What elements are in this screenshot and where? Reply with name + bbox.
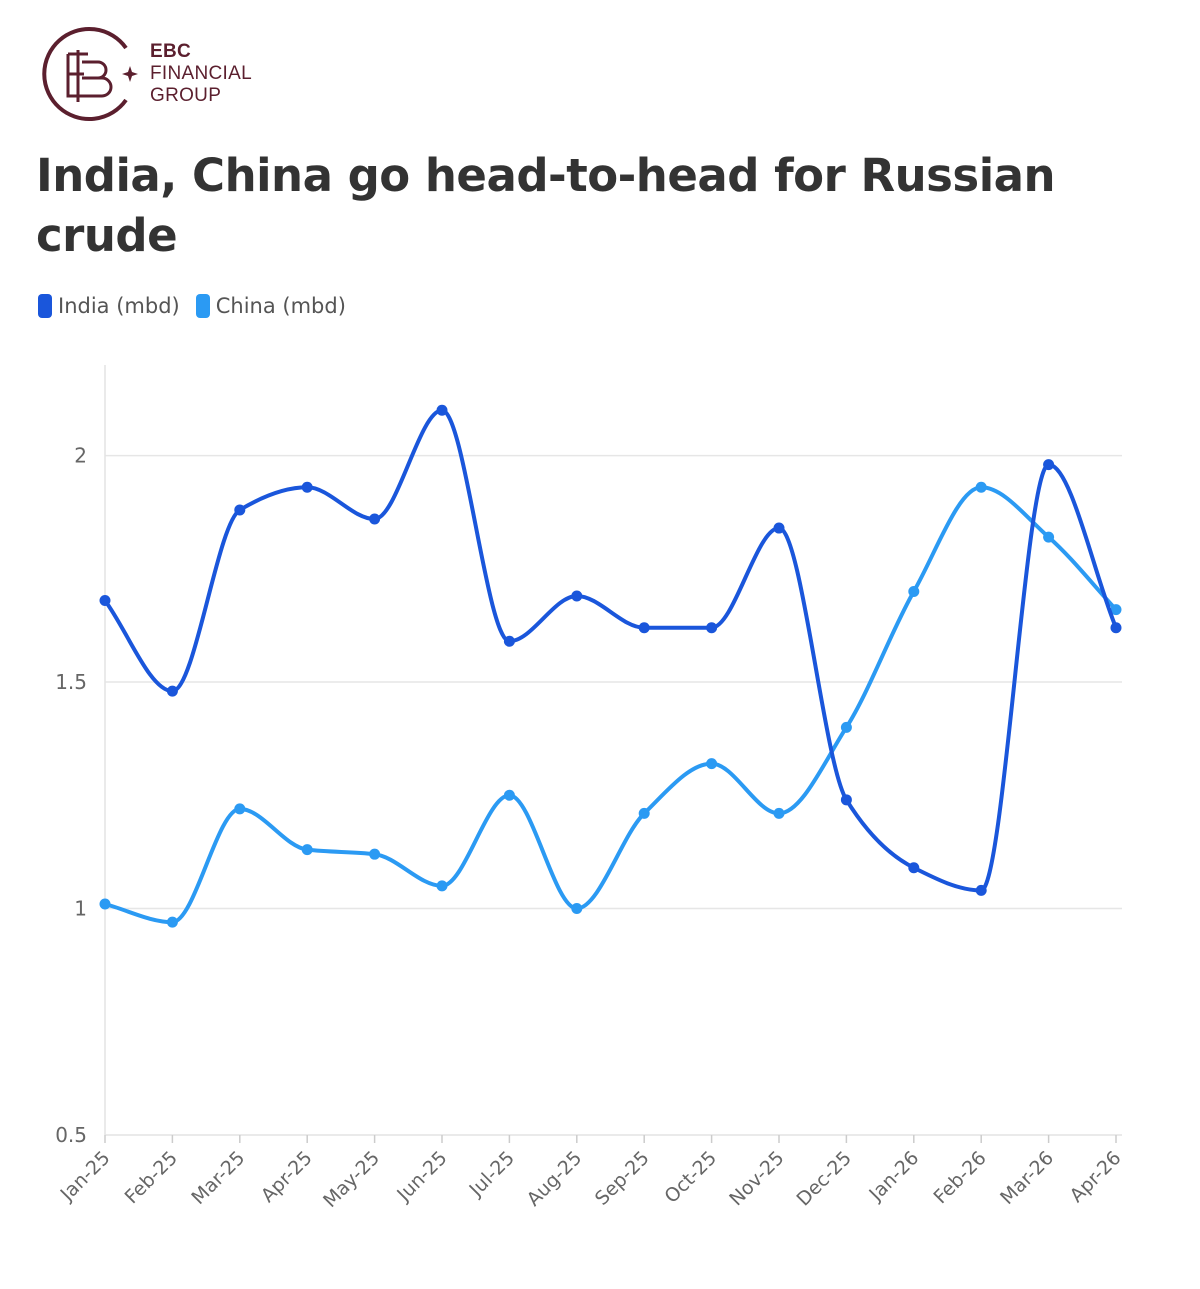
x-tick-label: Dec-25 [792,1147,856,1211]
x-tick-label: Jun-25 [392,1147,451,1206]
data-point-india [369,513,381,525]
data-point-china [436,880,448,892]
data-point-china [503,789,515,801]
legend-item-china: China (mbd) [195,294,346,318]
logo-line3: GROUP [150,85,222,106]
x-tick-label: Mar-26 [996,1147,1058,1209]
x-tick-label: Jan-25 [56,1147,115,1206]
data-point-india [773,522,785,534]
data-point-india [436,404,448,416]
logo-brand: EBC [150,41,192,62]
data-point-india [166,685,178,697]
data-point-china [1043,531,1055,543]
series-line-china [103,485,1118,925]
x-tick-label: May-25 [319,1147,384,1212]
data-point-china [369,848,381,860]
data-point-china [773,807,785,819]
data-point-india [301,481,313,493]
y-tick-label: 1.5 [55,670,87,694]
y-tick-label: 0.5 [55,1123,87,1147]
logo-line2: FINANCIAL [150,63,252,84]
legend-label-china: China (mbd) [215,294,346,318]
data-point-china [99,898,111,910]
legend-item-india: India (mbd) [38,294,180,318]
ebc-logo-icon [42,27,138,121]
data-point-china [234,803,246,815]
x-tick-label: Jul-25 [465,1147,519,1201]
logo-text: EBC FINANCIAL GROUP [150,41,252,107]
data-point-india [840,794,852,806]
y-tick-label: 1 [74,897,87,921]
series-line-india [103,408,1118,893]
x-tick-label: Oct-25 [660,1147,721,1208]
legend-label-india: India (mbd) [58,294,180,318]
data-point-india [503,635,515,647]
data-point-china [1110,604,1122,616]
legend-swatch-china [195,294,210,318]
x-tick-label: Aug-25 [523,1147,587,1211]
data-point-china [706,758,718,770]
x-tick-label: Mar-25 [187,1147,249,1209]
data-point-india [571,590,583,602]
x-tick-label: Apr-25 [257,1147,317,1207]
data-point-india [908,862,920,874]
data-point-india [99,595,111,607]
x-tick-label: Jan-26 [864,1147,923,1206]
data-point-china [908,585,920,597]
data-point-india [975,884,987,896]
data-point-china [975,481,987,493]
data-point-china [166,916,178,928]
data-point-india [234,504,246,516]
data-point-india [706,622,718,634]
data-point-india [638,622,650,634]
x-tick-label: Apr-26 [1066,1147,1126,1207]
logo: EBC FINANCIAL GROUP [38,26,252,122]
x-tick-label: Feb-25 [121,1147,182,1208]
data-point-china [571,903,583,915]
data-point-china [638,807,650,819]
data-point-india [1110,622,1122,634]
legend-swatch-india [38,294,52,318]
chart-legend: India (mbd) China (mbd) [38,294,362,318]
data-point-china [301,844,313,856]
x-tick-label: Nov-25 [725,1147,788,1210]
chart-title: India, China go head-to-head for Russian… [36,149,1056,262]
x-tick-label: Feb-26 [929,1147,990,1208]
x-tick-label: Sep-25 [591,1147,654,1210]
data-point-china [840,721,852,733]
data-point-india [1043,459,1055,471]
y-tick-label: 2 [74,444,87,468]
